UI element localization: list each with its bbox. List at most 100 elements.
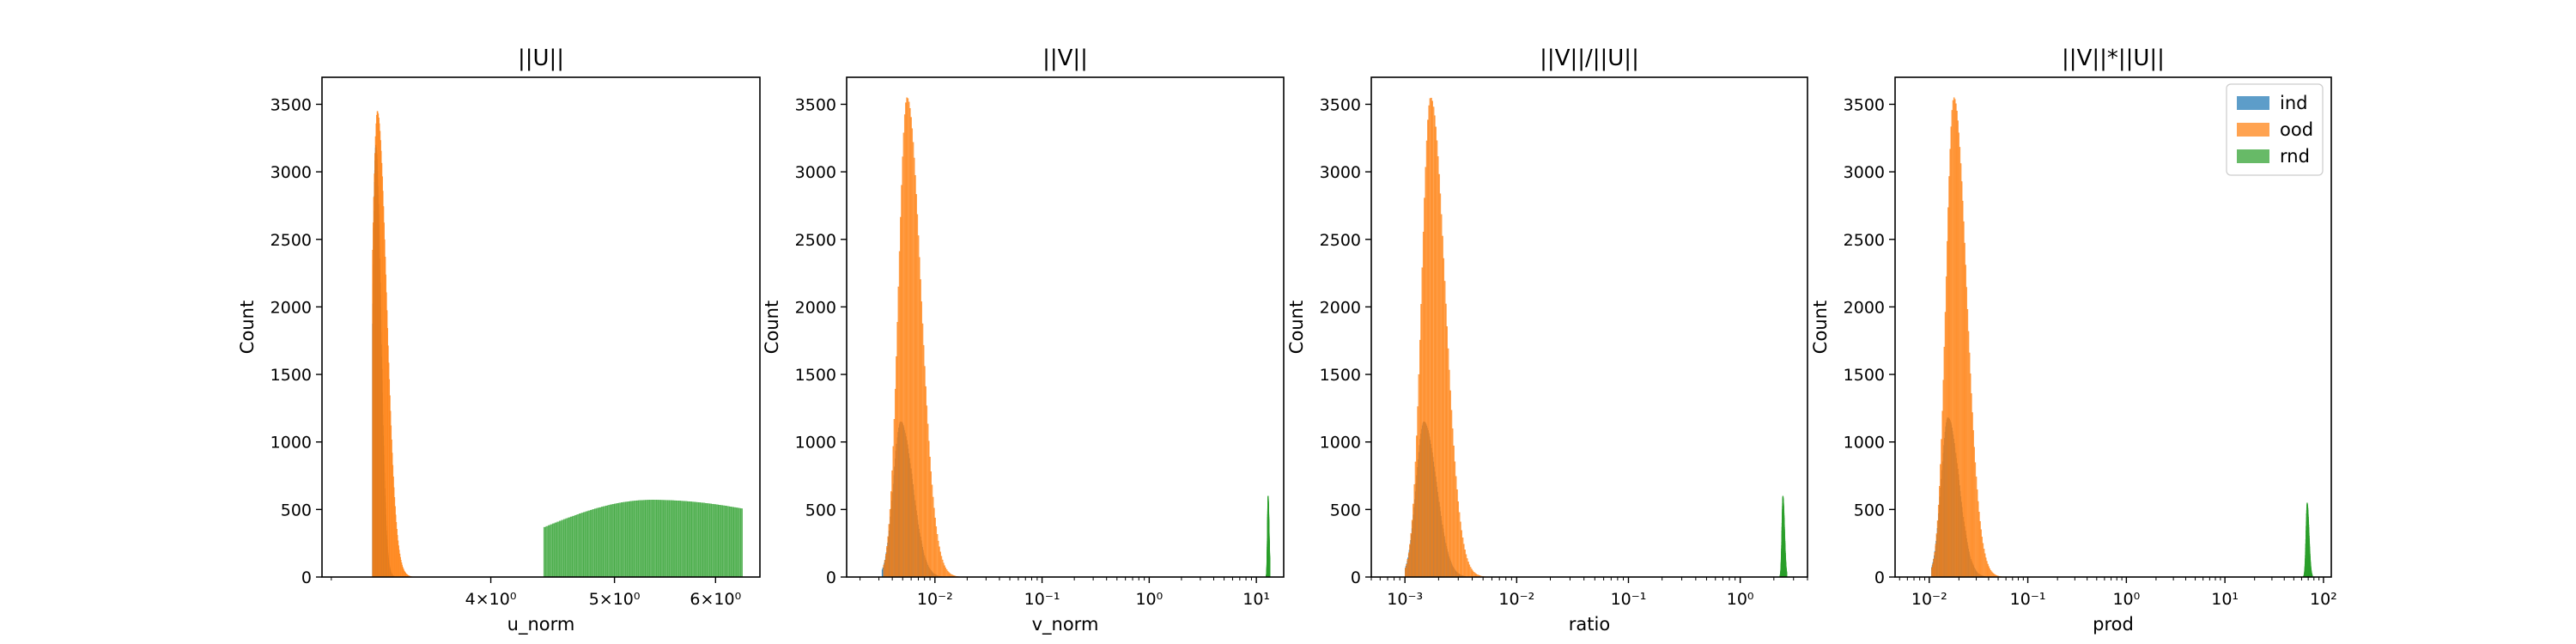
bar-ood [1990, 569, 1992, 578]
bar-rnd [702, 502, 706, 578]
y-tick-label: 3500 [270, 95, 312, 114]
plot-frame [846, 76, 1285, 578]
bar-rnd [711, 503, 714, 578]
bar-rnd [561, 519, 564, 578]
bar-ood [1460, 521, 1461, 578]
y-tick-label: 1500 [795, 366, 836, 385]
bar-ood [1970, 373, 1971, 578]
bar-ood [940, 556, 943, 578]
bar-ood [1980, 529, 1982, 578]
bar-rnd [740, 508, 743, 578]
legend: ind ood rnd [2226, 83, 2324, 176]
x-axis-label: prod [2093, 614, 2134, 635]
bar-ood [1425, 167, 1427, 578]
bar-ood [920, 301, 922, 578]
bar-ood [925, 386, 927, 578]
bar-rnd [714, 504, 717, 578]
bar-ood [1445, 303, 1447, 578]
bar-ood [1443, 258, 1445, 578]
bar-rnd [1786, 572, 1788, 578]
bar-rnd [569, 516, 573, 578]
bar-ood [1931, 567, 1933, 578]
chart-title: ||V||/||U|| [1540, 46, 1639, 71]
bar-ood [887, 536, 889, 578]
histogram-panel-4: 0 500 1000 1500 2000 2500 3000 3500 10⁻² 10⁻¹ 10⁰ 1… [1810, 46, 2337, 635]
bar-ood [1981, 537, 1983, 578]
bar-ood [1990, 571, 1993, 578]
y-tick-label: 500 [1330, 501, 1361, 519]
bar-ood [1954, 99, 1956, 578]
y-tick-label: 2000 [1844, 298, 1885, 317]
bar-ood [1464, 550, 1466, 578]
x-tick-label: 10⁻³ [1387, 590, 1423, 609]
bar-rnd [621, 502, 623, 578]
y-tick-label: 3500 [1320, 95, 1361, 114]
bar-rnd [709, 503, 712, 578]
bar-rnd [587, 510, 591, 578]
y-tick-label: 2500 [1320, 231, 1361, 250]
bar-ood [896, 322, 898, 578]
x-tick-label: 10⁻¹ [1611, 590, 1647, 609]
bar-rnd [671, 500, 675, 578]
bar-ood [945, 568, 947, 578]
bar-ood [946, 570, 949, 578]
bar-ood [1420, 304, 1422, 578]
bar-rnd [665, 500, 668, 578]
bar-ood [1944, 312, 1947, 578]
bar-rnd [618, 502, 622, 578]
x-tick-label: 6×10⁰ [690, 590, 741, 609]
bar-rnd [638, 500, 641, 578]
chart-title: ||U|| [518, 46, 564, 71]
y-tick-label: 500 [281, 501, 312, 519]
bar-rnd [600, 507, 604, 578]
bar-rnd [656, 500, 659, 578]
bar-ood [1431, 100, 1433, 578]
bar-ood [1417, 406, 1419, 578]
bar-rnd [707, 503, 710, 578]
bar-ood [1971, 412, 1973, 578]
bar-rnd [691, 501, 695, 578]
bar-ood [1433, 115, 1436, 578]
bar-ood [902, 156, 904, 578]
bar-rnd [696, 501, 699, 578]
bar-rnd [552, 523, 556, 578]
bar-ood [1943, 346, 1946, 578]
bar-ood [1458, 512, 1461, 578]
bar-rnd [683, 501, 686, 578]
bar-ood [1413, 484, 1416, 578]
bar-ood [1447, 348, 1449, 578]
legend-swatch-ind [2237, 96, 2269, 110]
bar-ood [1959, 163, 1962, 578]
bar-ood [1465, 554, 1467, 578]
plot-frame [1894, 76, 2332, 578]
y-tick-label: 2500 [270, 231, 312, 250]
bar-ood [1941, 410, 1943, 578]
legend-swatch-rnd [2237, 149, 2269, 163]
x-tick-label: 5×10⁰ [589, 590, 641, 609]
bar-ood [1932, 563, 1934, 578]
bar-ood [1988, 566, 1990, 578]
bar-ood [1446, 326, 1448, 578]
x-tick-label: 10⁻² [1911, 590, 1947, 609]
bar-rnd [568, 517, 571, 578]
bar-rnd [563, 519, 566, 578]
bar-ood [1945, 276, 1947, 578]
bar-rnd [598, 507, 602, 578]
x-tick-label: 10⁰ [2112, 590, 2140, 609]
bar-ood [1429, 98, 1431, 578]
bar-ood [1982, 543, 1984, 578]
bar-rnd [729, 507, 732, 578]
bar-ood [1936, 520, 1939, 578]
bar-rnd [548, 525, 550, 578]
bar-ood [931, 484, 933, 578]
bar-rnd [596, 507, 599, 578]
bar-ood [1948, 176, 1950, 578]
bar-rnd [641, 500, 644, 578]
bar-rnd [576, 514, 580, 578]
y-axis-label: Count [1286, 301, 1307, 354]
plot-frame [1370, 76, 1808, 578]
bar-ood [1939, 486, 1941, 578]
bar-ood [948, 572, 950, 578]
bar-rnd [580, 513, 584, 578]
bar-ood [1471, 568, 1473, 578]
